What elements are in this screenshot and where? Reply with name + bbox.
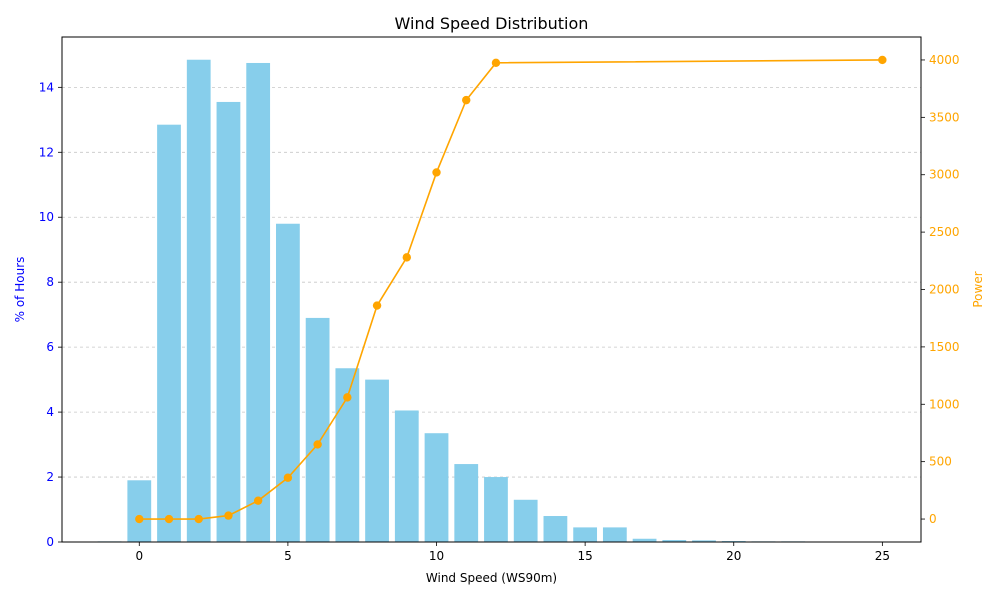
power-point <box>343 393 352 402</box>
y2-tick-label: 1500 <box>929 340 960 354</box>
bar <box>573 527 598 542</box>
bar <box>276 223 300 542</box>
bar <box>484 477 508 542</box>
power-point <box>372 301 382 310</box>
bar <box>513 499 538 542</box>
power-point <box>194 514 203 524</box>
power-point <box>283 473 293 482</box>
y2-tick-label: 0 <box>929 512 937 526</box>
y-tick-label: 12 <box>39 145 54 159</box>
bar <box>424 433 449 542</box>
bar <box>127 480 152 542</box>
y-tick-label: 8 <box>46 275 54 289</box>
bar <box>305 317 330 542</box>
y-tick-label: 14 <box>39 80 54 94</box>
axes: 0 5 10 15 20 25 0 2 4 6 8 10 12 14 0 500 1000 1500 2000 250… <box>39 36 960 563</box>
bar <box>632 538 657 542</box>
x-tick-label: 0 <box>135 549 143 563</box>
y2-tick-label: 2000 <box>929 283 960 297</box>
power-line <box>139 59 883 520</box>
bar <box>365 379 389 542</box>
y2-tick-label: 3500 <box>929 110 960 124</box>
y2-axis-label: Power <box>971 271 985 307</box>
y2-tick-label: 4000 <box>929 53 960 67</box>
y-axis-label: % of Hours <box>13 257 27 323</box>
x-tick-label: 15 <box>577 549 592 563</box>
bar <box>602 527 627 542</box>
x-tick-label: 10 <box>429 549 444 563</box>
bar <box>662 540 687 542</box>
grid-lines <box>62 86 921 478</box>
bar <box>216 101 241 542</box>
y-tick-label: 6 <box>46 340 54 354</box>
x-tick-label: 5 <box>284 549 292 563</box>
power-point <box>313 440 322 449</box>
power-point <box>253 496 263 505</box>
power-point <box>135 514 144 524</box>
power-point <box>224 511 233 520</box>
y2-tick-label: 1000 <box>929 397 960 411</box>
power-point <box>491 58 501 68</box>
y2-tick-label: 3000 <box>929 168 960 182</box>
bar <box>335 368 360 542</box>
chart-title: Wind Speed Distribution <box>395 14 589 33</box>
power-point <box>432 168 441 177</box>
bar <box>186 59 211 542</box>
bar <box>543 516 568 542</box>
bar-series <box>97 59 806 543</box>
x-tick-label: 25 <box>875 549 890 563</box>
power-point <box>402 253 411 262</box>
y2-tick-label: 2500 <box>929 225 960 239</box>
power-line-series <box>135 55 887 524</box>
bar <box>394 410 419 542</box>
bar <box>157 124 181 543</box>
power-point <box>878 55 887 65</box>
y2-tick-label: 500 <box>929 455 952 469</box>
y-tick-label: 4 <box>46 405 54 419</box>
bar <box>454 464 479 542</box>
power-point <box>462 95 471 105</box>
x-tick-label: 20 <box>726 549 741 563</box>
bar <box>692 540 716 542</box>
power-point <box>164 514 174 524</box>
x-axis-label: Wind Speed (WS90m) <box>426 571 557 585</box>
y-tick-label: 0 <box>46 535 54 549</box>
y-tick-label: 2 <box>46 470 54 484</box>
y-tick-label: 10 <box>39 210 54 224</box>
bar <box>246 62 271 542</box>
